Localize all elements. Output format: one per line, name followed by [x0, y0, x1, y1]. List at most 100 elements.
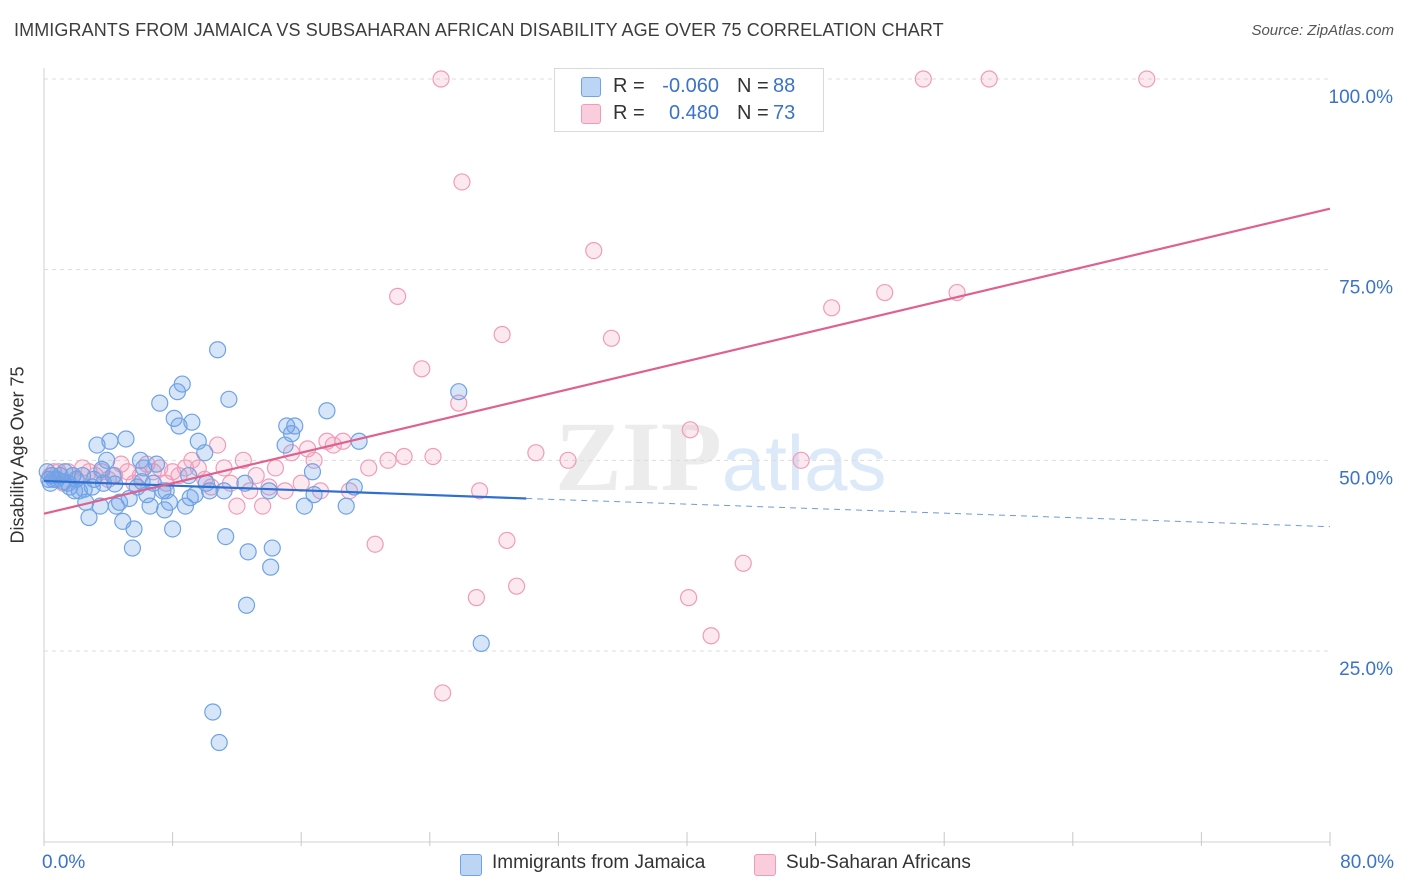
- point-jamaica: [151, 394, 169, 412]
- point-subsaharan: [980, 70, 998, 88]
- y-tick-label: 25.0%: [1339, 659, 1393, 680]
- point-jamaica: [125, 520, 143, 538]
- point-jamaica: [110, 493, 129, 511]
- point-jamaica: [80, 508, 98, 527]
- point-jamaica: [101, 432, 119, 450]
- point-subsaharan: [681, 421, 699, 439]
- point-subsaharan: [389, 287, 407, 305]
- point-subsaharan: [702, 627, 720, 645]
- point-subsaharan: [209, 436, 227, 454]
- point-jamaica: [209, 341, 227, 359]
- point-subsaharan: [254, 497, 272, 515]
- point-subsaharan: [260, 478, 278, 496]
- point-jamaica: [217, 527, 235, 546]
- legend-label-jamaica: Immigrants from Jamaica: [492, 852, 706, 873]
- point-jamaica: [337, 497, 355, 515]
- point-subsaharan: [228, 497, 246, 515]
- legend-row-subsaharan: R = 0.480 N = 73: [555, 102, 823, 126]
- legend-swatch-pink: [754, 854, 776, 876]
- x-axis-max-label: 80.0%: [1340, 852, 1394, 873]
- y-tick-label: 75.0%: [1339, 278, 1393, 299]
- point-subsaharan: [424, 447, 442, 466]
- point-subsaharan: [493, 325, 511, 344]
- point-jamaica: [98, 451, 116, 469]
- y-tick-label: 50.0%: [1339, 468, 1393, 489]
- point-subsaharan: [453, 173, 471, 191]
- point-subsaharan: [266, 459, 285, 477]
- legend-label-subsaharan: Sub-Saharan Africans: [786, 852, 971, 873]
- legend-row-jamaica: R = -0.060 N = 88: [555, 75, 823, 99]
- point-subsaharan: [876, 283, 894, 302]
- point-subsaharan: [467, 589, 486, 607]
- legend-r-value: -0.060: [662, 75, 719, 97]
- point-jamaica: [93, 460, 111, 479]
- point-subsaharan: [527, 444, 545, 462]
- legend-swatch-blue: [460, 854, 482, 876]
- source-label: Source: ZipAtlas.com: [1251, 22, 1394, 39]
- correlation-legend: R = -0.060 N = 88 R = 0.480 N = 73: [554, 68, 824, 132]
- point-jamaica: [220, 390, 238, 408]
- point-jamaica: [262, 558, 280, 576]
- y-axis-label: Disability Age Over 75: [7, 366, 28, 544]
- point-jamaica: [181, 489, 199, 507]
- point-jamaica: [135, 459, 153, 477]
- point-jamaica: [133, 473, 151, 491]
- point-subsaharan: [602, 329, 621, 347]
- point-subsaharan: [471, 482, 489, 500]
- legend-n-label: N =: [737, 75, 769, 97]
- x-axis-min-label: 0.0%: [42, 852, 86, 873]
- point-jamaica: [141, 497, 159, 515]
- legend-r-label: R =: [613, 102, 645, 124]
- point-subsaharan: [1138, 70, 1156, 88]
- legend-n-label: N =: [737, 102, 769, 124]
- legend-n-value: 73: [773, 102, 796, 124]
- point-jamaica: [472, 634, 490, 652]
- trendline-jamaica-extension: [526, 497, 1331, 528]
- point-jamaica: [303, 463, 322, 481]
- legend-swatch-blue: [581, 77, 601, 97]
- legend-swatch-pink: [581, 104, 601, 124]
- point-jamaica: [260, 482, 278, 500]
- point-jamaica: [183, 413, 201, 431]
- point-jamaica: [318, 402, 336, 420]
- trendline-jamaica: [43, 479, 527, 500]
- point-subsaharan: [434, 684, 452, 702]
- point-subsaharan: [585, 242, 603, 260]
- point-jamaica: [239, 543, 257, 561]
- point-subsaharan: [559, 451, 577, 469]
- point-subsaharan: [508, 577, 526, 595]
- legend-r-value: 0.480: [668, 102, 719, 124]
- point-jamaica: [164, 520, 182, 538]
- point-subsaharan: [234, 451, 252, 469]
- point-jamaica: [170, 417, 188, 435]
- point-jamaica: [123, 539, 142, 557]
- legend-r-label: R =: [613, 75, 645, 97]
- point-jamaica: [147, 455, 166, 473]
- y-tick-label: 100.0%: [1329, 87, 1394, 108]
- point-jamaica: [215, 482, 233, 500]
- point-subsaharan: [823, 299, 841, 317]
- point-jamaica: [88, 436, 106, 454]
- point-jamaica: [176, 497, 195, 515]
- point-subsaharan: [914, 70, 932, 88]
- point-subsaharan: [792, 451, 810, 469]
- point-subsaharan: [215, 459, 233, 477]
- watermark: ZIPatlas: [555, 401, 886, 512]
- point-jamaica: [65, 482, 84, 500]
- point-jamaica: [117, 430, 135, 448]
- point-jamaica: [263, 539, 281, 557]
- point-subsaharan: [413, 360, 431, 378]
- point-jamaica: [210, 733, 228, 752]
- point-jamaica: [286, 417, 304, 435]
- point-subsaharan: [395, 447, 413, 466]
- point-jamaica: [237, 596, 256, 614]
- point-subsaharan: [498, 531, 516, 550]
- point-jamaica: [305, 486, 323, 504]
- point-jamaica: [450, 383, 468, 401]
- point-subsaharan: [366, 535, 384, 553]
- legend-n-value: 88: [773, 75, 796, 97]
- point-jamaica: [73, 466, 92, 485]
- point-jamaica: [200, 482, 219, 500]
- point-jamaica: [173, 375, 191, 393]
